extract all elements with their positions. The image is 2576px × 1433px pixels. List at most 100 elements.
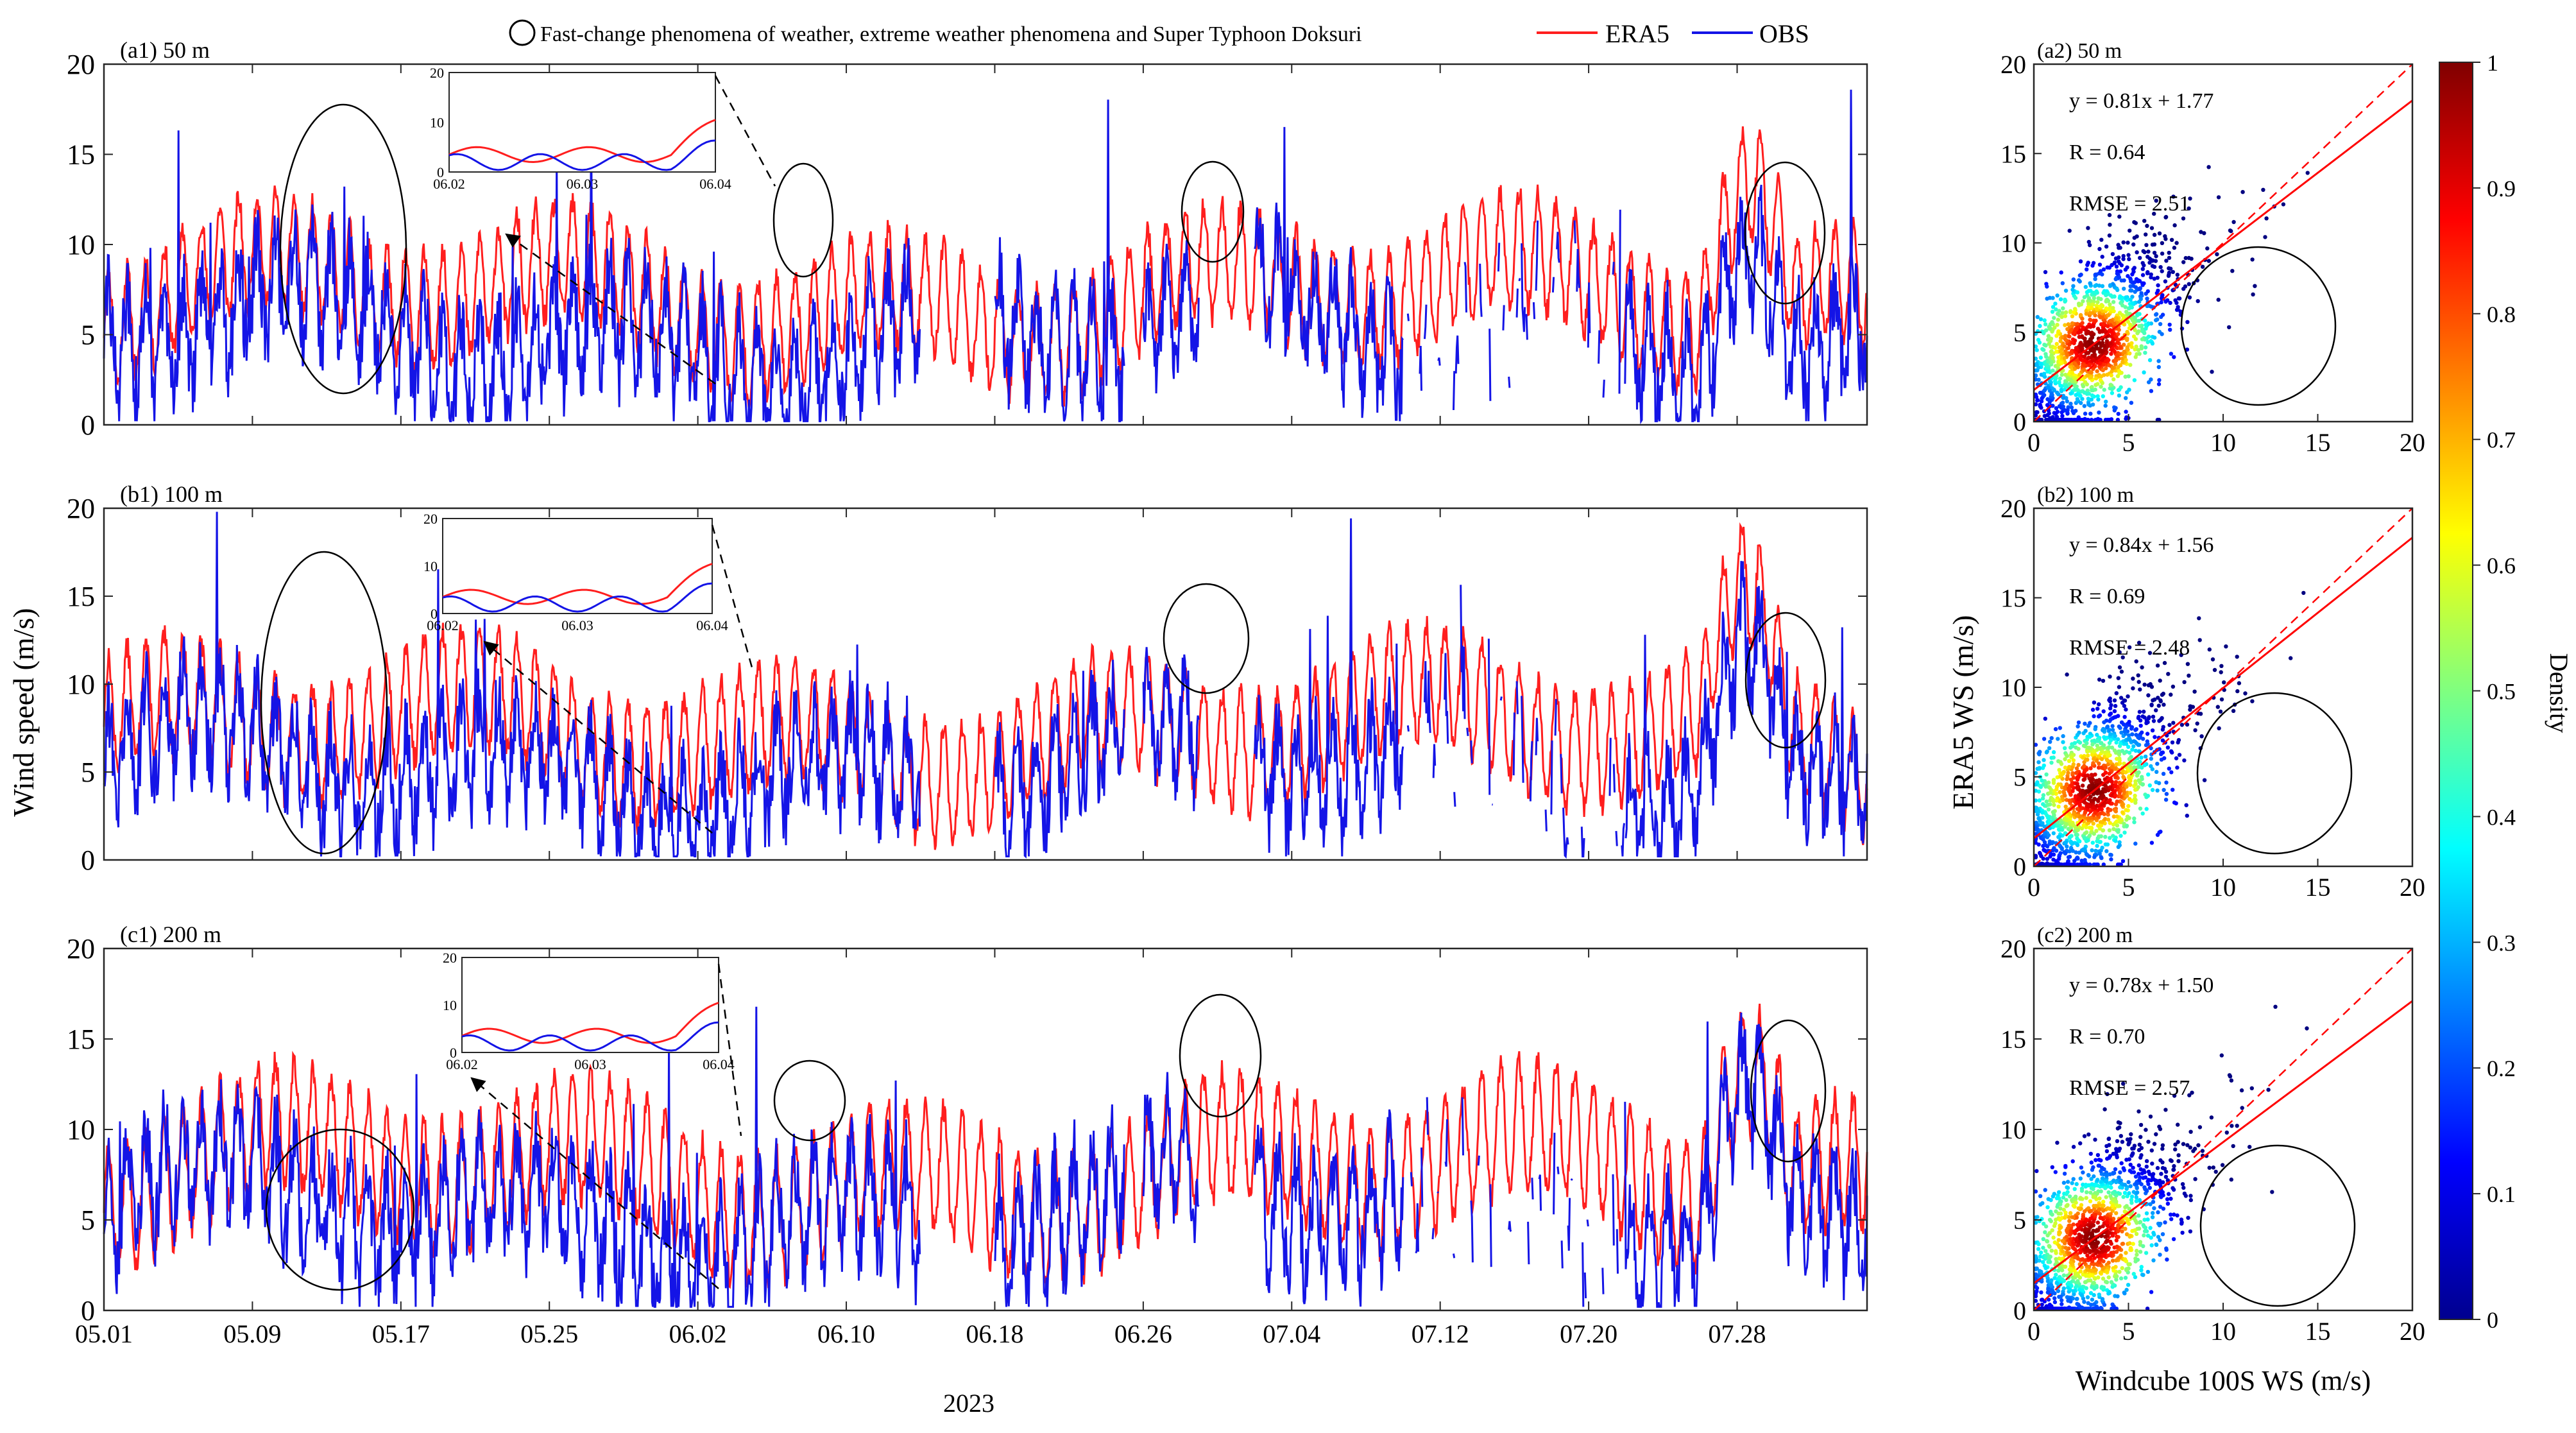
scatter-point [2072,741,2077,746]
scatter-point [2071,762,2076,767]
scatter-point [2228,228,2233,233]
scatter-point [2086,397,2091,401]
scatter-point [2089,1177,2094,1181]
scatter-point [2118,726,2122,730]
scatter-point [2092,1262,2096,1267]
obs-series-line [103,89,1868,425]
scatter-point [2106,324,2110,329]
scatter-point [2144,243,2149,247]
scatter-point [2137,1142,2142,1147]
scatter-point [2040,396,2044,400]
scatter-point [2152,232,2157,237]
scatter-point [2171,787,2175,792]
scatter-point [2152,250,2157,255]
scatter-point [2063,804,2068,809]
scatter-point [2190,1090,2194,1095]
scatter-point [2114,1180,2119,1185]
scatter-point [2107,1206,2112,1211]
scatter-point [2146,1181,2151,1187]
scatter-point [2115,340,2120,345]
scatter-point [2128,228,2132,233]
scatter-point [2243,691,2248,696]
scatter-point [2169,770,2174,775]
scatter-point [2106,812,2110,817]
scatter-point [2042,737,2047,741]
scatter-point [2040,347,2045,352]
scatter-point [2045,857,2049,861]
scatter-point [2070,1181,2074,1185]
scatter-point [2140,665,2144,670]
scatter-point [2156,1235,2161,1239]
y-tick-label: 0 [81,845,95,876]
scatter-point [2112,715,2117,720]
y-tick-label: 5 [81,320,95,351]
scatter-point [2071,1215,2076,1220]
scatter-point [2083,831,2087,836]
scatter-point [2088,281,2092,286]
scatter-point [2045,749,2049,754]
scatter-point [2160,1143,2165,1147]
x-tick-label: 5 [2122,1317,2135,1346]
scatter-point [2054,1281,2059,1285]
scatter-point [2058,339,2063,343]
scatter-point [2131,270,2136,274]
scatter-point [2146,772,2151,777]
scatter-point [2079,859,2084,863]
panel-title: (a1) 50 m [120,37,210,63]
scatter-point [2119,730,2124,735]
scatter-point [2163,237,2168,241]
scatter-point [2139,291,2144,295]
scatter-point [2119,669,2124,674]
scatter-point [2040,1302,2044,1307]
scatter-point [2169,1217,2174,1221]
scatter-point [2071,1144,2076,1149]
scatter-point [2142,1229,2147,1233]
scatter-point [2045,338,2051,342]
scatter-point [2114,740,2119,745]
x-tick-label: 05.17 [372,1319,430,1348]
scatter-point [2088,1225,2092,1230]
scatter-point [2145,271,2150,275]
y-tick-label: 5 [81,1205,95,1236]
scatter-point [2070,784,2074,789]
scatter-point [2108,785,2112,789]
scatter-point [2067,1194,2072,1199]
colorbar-ticks: 00.10.20.30.40.50.60.70.80.91 [2473,50,2516,1333]
scatter-point [2089,1208,2094,1214]
scatter-point [2043,352,2048,356]
scatter-point [2076,797,2081,802]
scatter-point [2119,1178,2123,1183]
scatter-point [2058,383,2063,388]
scatter-point [2110,366,2115,370]
scatter-point [2099,1305,2103,1310]
scatter-point [2140,273,2145,277]
scatter-point [2158,698,2163,703]
scatter-point [2060,314,2064,319]
scatter-point [2148,1202,2153,1206]
scatter-point [2088,778,2093,784]
scatter-point [2149,1235,2153,1240]
scatter-point [2056,330,2061,335]
scatter-point [2116,365,2120,370]
scatter-point [2151,714,2156,719]
scatter-point [2119,817,2124,821]
scatter-point [2171,1187,2176,1192]
scatter-point [2235,1124,2239,1128]
scatter-point [2035,410,2040,415]
scatter-point [2187,206,2191,210]
scatter-point [2047,1302,2052,1307]
scatter-point [2161,771,2166,777]
scatter-point [2036,760,2041,764]
scatter-point [2140,765,2144,770]
scatter-point [2142,709,2146,714]
scatter-point [2079,328,2084,332]
scatter-point [2095,843,2099,848]
scatter-point [2113,277,2118,282]
scatter-point [2065,1235,2069,1239]
scatter-point [2063,746,2067,751]
scatter-point [2051,799,2056,804]
scatter-point [2106,313,2111,318]
scatter-point [2111,814,2116,819]
scatter-point [2058,360,2063,365]
scatter-point [2145,794,2150,798]
